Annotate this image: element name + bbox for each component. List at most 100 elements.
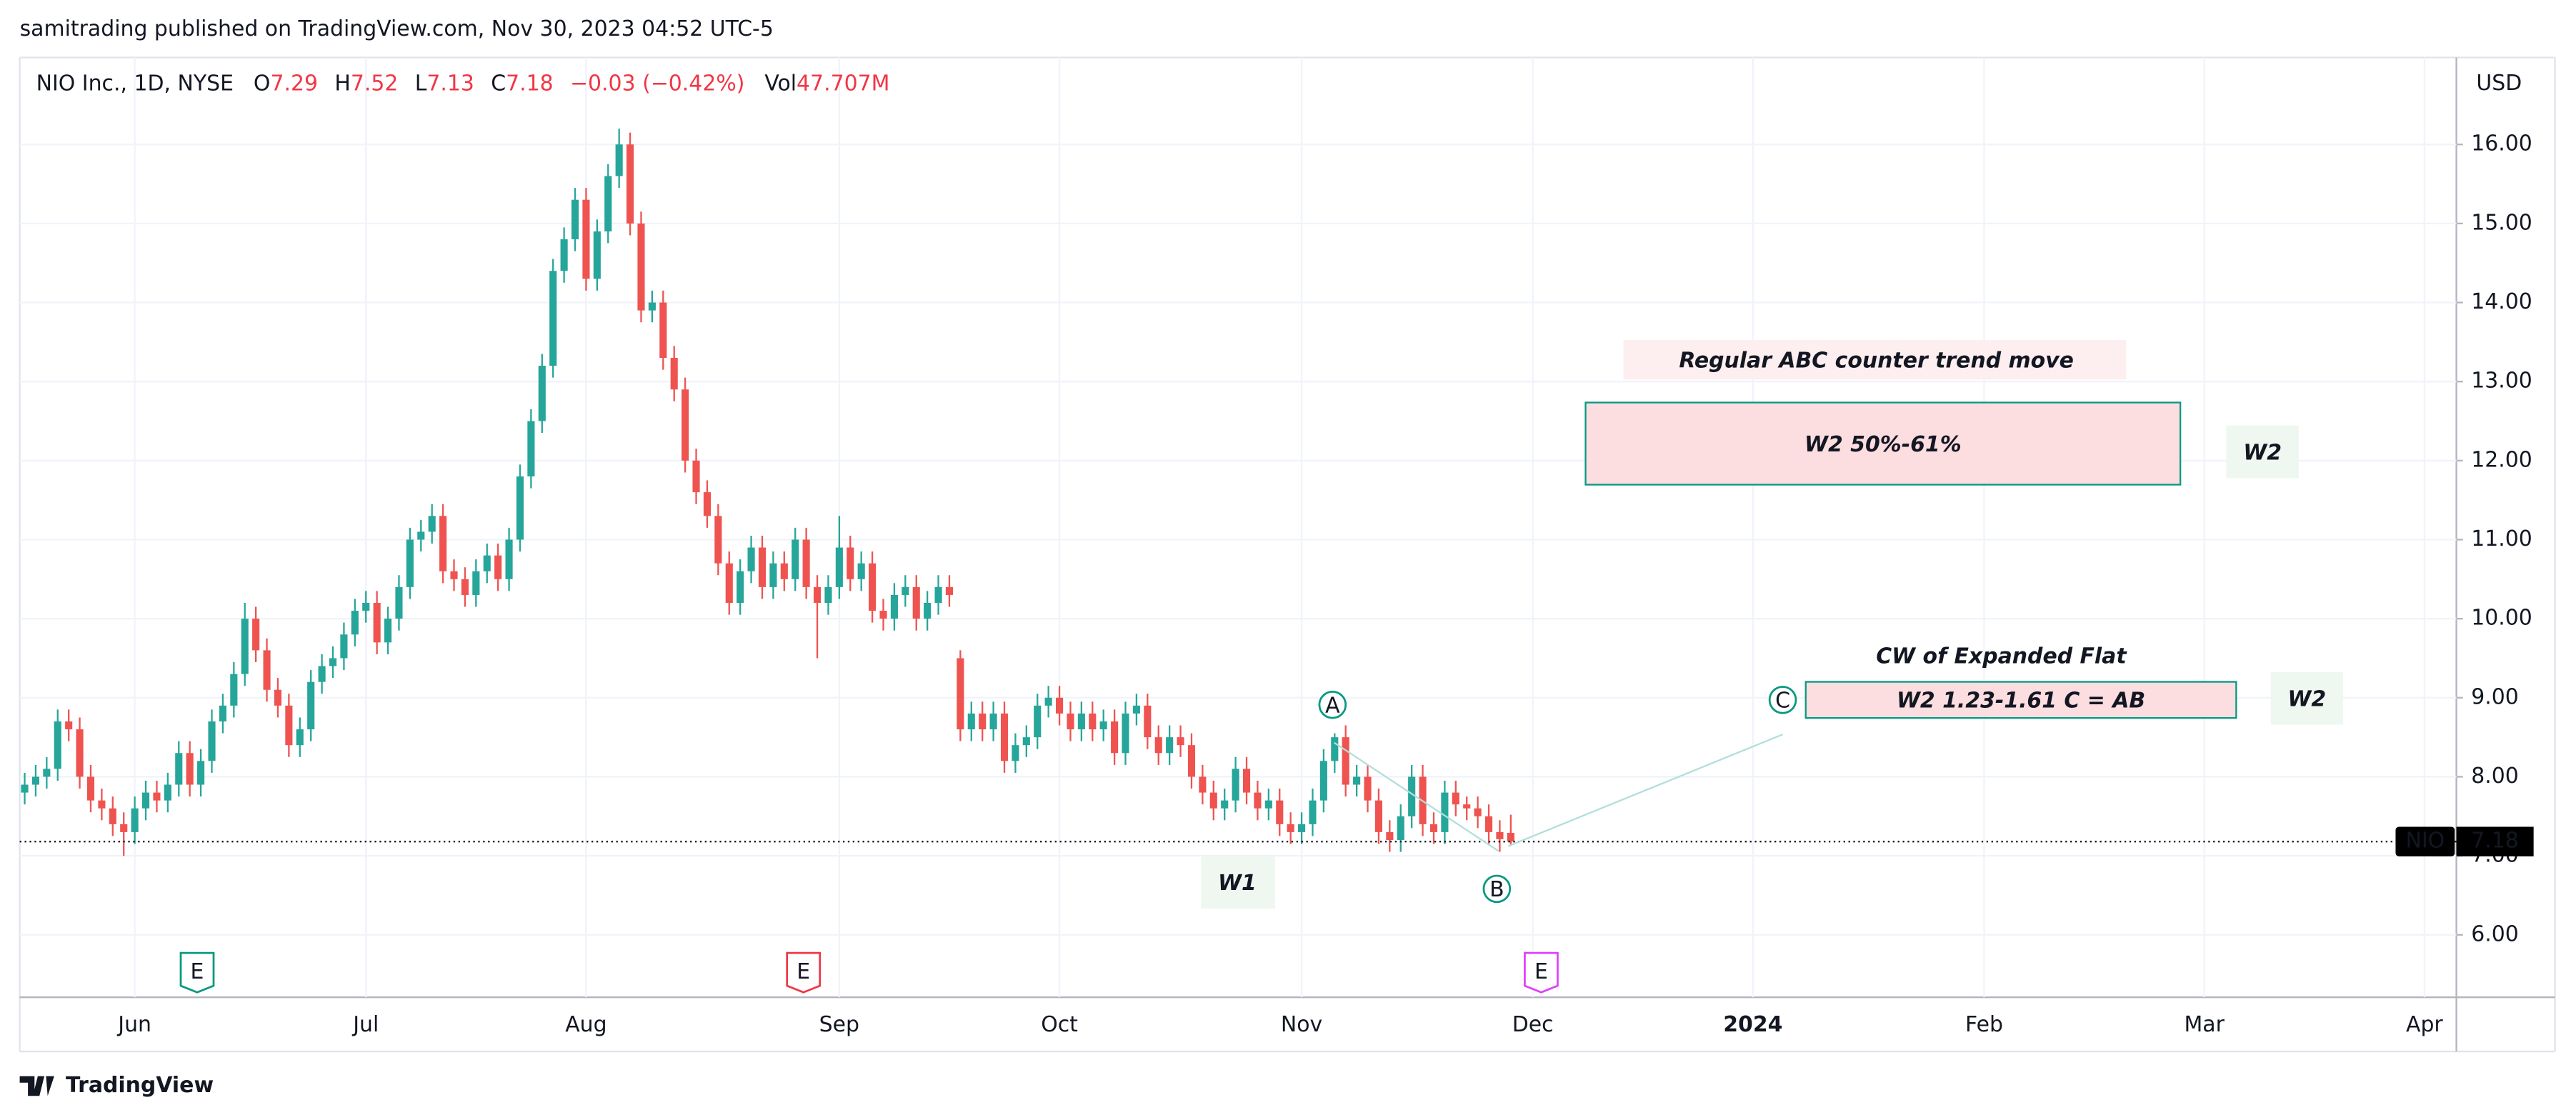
candle-body xyxy=(1429,824,1438,832)
candle-body xyxy=(1319,761,1327,801)
candle-body xyxy=(406,539,414,587)
candle-body xyxy=(153,792,161,801)
y-tick-label: 16.00 xyxy=(2471,131,2532,156)
candle-body xyxy=(263,650,271,690)
candle-body xyxy=(131,808,139,832)
l-label: L xyxy=(415,71,427,96)
earnings-marker xyxy=(179,951,215,994)
o-label: O xyxy=(254,71,271,96)
candle-body xyxy=(538,366,546,421)
candle-body xyxy=(516,476,524,540)
x-tick-label: Jul xyxy=(351,1012,379,1037)
candle-body xyxy=(252,619,260,651)
h-label: H xyxy=(334,71,350,96)
candle-body xyxy=(1507,833,1514,842)
candle-body xyxy=(373,603,381,643)
candle-body xyxy=(527,421,535,476)
candle-body xyxy=(1209,792,1217,809)
candle-body xyxy=(1099,721,1107,730)
candle-body xyxy=(857,563,865,579)
candle-body xyxy=(86,776,95,801)
candle-body xyxy=(230,674,238,706)
candle-body xyxy=(1077,713,1085,730)
candle-body xyxy=(31,776,40,785)
candle-body xyxy=(593,231,601,279)
earnings-marker xyxy=(1524,951,1559,994)
candle-body xyxy=(1187,745,1196,777)
candle-body xyxy=(1132,705,1140,714)
c-value: 7.18 xyxy=(506,71,554,96)
candle-body xyxy=(1166,737,1174,754)
x-tick-label: Sep xyxy=(819,1012,859,1037)
candle-body xyxy=(1144,705,1152,738)
candle-body xyxy=(813,586,822,604)
legend: NIO Inc., 1D, NYSE O7.29 H7.52 L7.13 C7.… xyxy=(36,71,890,96)
candle-body xyxy=(1254,792,1262,809)
o-value: 7.29 xyxy=(270,71,318,96)
earnings-label: E xyxy=(1534,959,1548,984)
candle-body xyxy=(1242,769,1251,793)
candle-body xyxy=(1364,776,1372,801)
price-tag xyxy=(2456,826,2534,856)
candle-body xyxy=(241,619,249,674)
wave-label: B xyxy=(1489,877,1504,902)
candle-body xyxy=(967,713,975,730)
h-value: 7.52 xyxy=(351,71,399,96)
candle-body xyxy=(1154,737,1162,754)
symbol: NIO Inc., 1D, NYSE xyxy=(36,71,234,96)
candle-body xyxy=(1309,800,1317,824)
label-bg xyxy=(1623,340,2127,380)
candle-body xyxy=(1044,697,1052,706)
candle-body xyxy=(307,681,315,730)
earnings-marker xyxy=(786,951,822,994)
candle-body xyxy=(802,539,810,587)
wave-label: A xyxy=(1325,694,1340,719)
brand: TradingView xyxy=(19,1073,214,1098)
candle-body xyxy=(847,547,854,579)
candle-body xyxy=(285,705,293,746)
currency: USD xyxy=(2476,71,2522,96)
candle-body xyxy=(417,531,425,540)
candle-body xyxy=(1408,776,1416,816)
ticker-tag xyxy=(2395,826,2455,856)
candle-body xyxy=(979,713,987,730)
annotation: Regular ABC counter trend move xyxy=(1679,349,2074,374)
candle-body xyxy=(934,586,942,604)
candle-body xyxy=(890,594,898,619)
candle-body xyxy=(1298,824,1306,832)
candle-body xyxy=(637,223,645,311)
y-tick-label: 15.00 xyxy=(2471,210,2532,235)
x-tick-label: Mar xyxy=(2184,1012,2225,1037)
candle-body xyxy=(505,539,513,579)
candle-body xyxy=(714,516,722,564)
candle-body xyxy=(1374,800,1382,832)
candle-body xyxy=(835,547,843,587)
candle-body xyxy=(615,144,623,176)
price-tag-label: 7.18 xyxy=(2471,829,2519,854)
y-tick-label: 9.00 xyxy=(2471,684,2519,709)
candle-body xyxy=(43,769,51,777)
candle-body xyxy=(879,611,887,619)
y-tick-label: 10.00 xyxy=(2471,606,2532,631)
candle-body xyxy=(869,563,877,611)
candle-body xyxy=(219,705,226,721)
change: −0.03 (−0.42%) xyxy=(570,71,744,96)
candle-body xyxy=(1012,745,1019,761)
candle-body xyxy=(682,389,689,461)
candle-body xyxy=(362,603,370,611)
candle-body xyxy=(1474,808,1482,816)
candle-body xyxy=(670,357,678,390)
candle-body xyxy=(902,586,909,595)
candle-body xyxy=(439,516,447,571)
candle-body xyxy=(758,547,767,587)
candle-body xyxy=(747,547,755,571)
candle-body xyxy=(945,586,954,595)
candle-body xyxy=(164,784,171,801)
candle-body xyxy=(648,302,656,311)
candle-body xyxy=(1034,705,1042,738)
candle-body xyxy=(461,579,469,595)
ticker: NIO xyxy=(2406,829,2445,854)
candle-body xyxy=(450,571,458,579)
